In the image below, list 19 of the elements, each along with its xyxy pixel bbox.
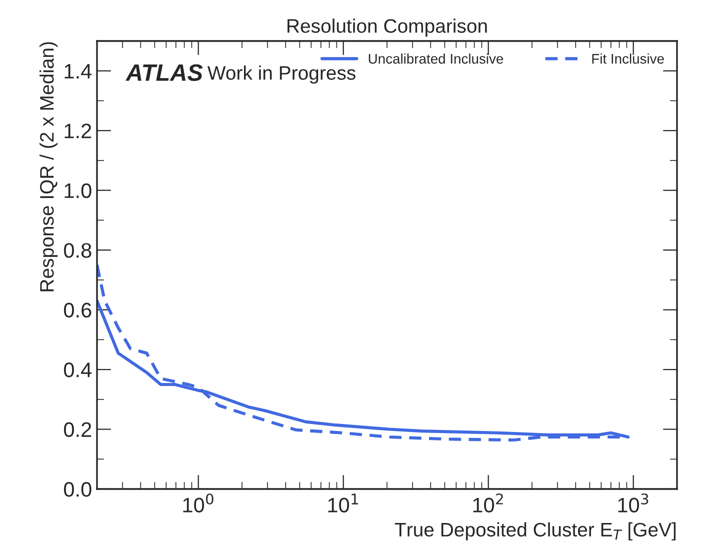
x-tick-label: 10$^{2}$ (473, 493, 503, 512)
y-tick-label: 1.2 (64, 124, 92, 138)
y-tick-label: 1.4 (64, 64, 92, 78)
y-tick-label: 0.0 (64, 482, 92, 497)
x-tick-label: 10$^{3}$ (618, 493, 648, 512)
y-tick-label: 0.4 (64, 362, 92, 378)
y-tick-label: 0.8 (64, 243, 92, 258)
y-axis-title: Response IQR / (2 x Median) (40, 42, 58, 292)
x-axis-title: True Deposited Cluster E$_{T}$ [GeV] (394, 522, 676, 540)
legend-label: Uncalibrated Inclusive (368, 54, 504, 64)
x-tick-label: 10$^{1}$ (328, 494, 358, 512)
annotation: Work in Progress (207, 66, 356, 84)
y-tick-label: 1.0 (64, 183, 92, 198)
chart-title: Resolution Comparison (288, 18, 487, 37)
legend-label: Fit Inclusive (592, 54, 664, 64)
x-tick-label: 10$^{0}$ (183, 493, 214, 512)
y-tick-label: 0.2 (64, 422, 92, 438)
y-tick-label: 0.6 (64, 302, 92, 318)
annotation: ATLAS (126, 64, 203, 81)
